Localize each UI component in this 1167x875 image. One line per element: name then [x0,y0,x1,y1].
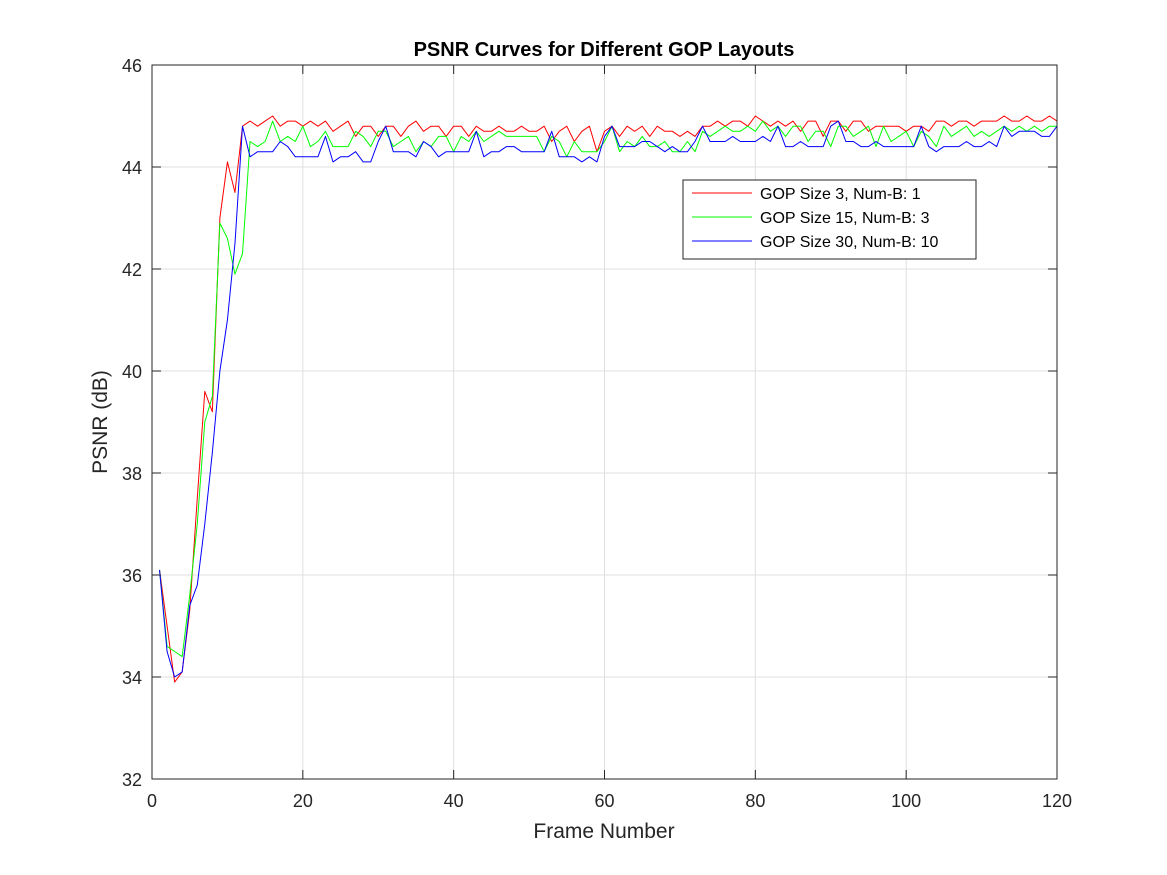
legend-label-1: GOP Size 3, Num-B: 1 [760,186,921,203]
y-axis-label: PSNR (dB) [89,370,112,474]
x-tick-label: 40 [444,791,464,811]
series-line-1 [159,115,1058,683]
legend-label-3: GOP Size 30, Num-B: 10 [760,234,939,251]
y-tick-label: 42 [122,260,142,280]
y-tick-label: 46 [122,56,142,76]
chart-title: PSNR Curves for Different GOP Layouts [414,39,795,61]
x-tick-label: 120 [1042,791,1072,811]
x-tick-label: 20 [293,791,313,811]
legend: GOP Size 3, Num-B: 1 GOP Size 15, Num-B: … [682,179,977,260]
x-axis: 0 20 40 60 80 100 120 [147,65,1072,811]
y-tick-label: 40 [122,362,142,382]
y-tick-label: 44 [122,158,142,178]
x-tick-label: 0 [147,791,157,811]
y-tick-label: 36 [122,566,142,586]
x-axis-label: Frame Number [533,820,674,843]
x-tick-label: 60 [594,791,614,811]
x-tick-label: 100 [891,791,921,811]
series-line-3 [159,120,1058,678]
y-axis: 32 34 36 38 40 42 44 46 [122,56,1057,790]
y-tick-label: 34 [122,668,142,688]
series-line-2 [159,120,1057,658]
x-tick-label: 80 [745,791,765,811]
y-tick-label: 32 [122,770,142,790]
legend-label-2: GOP Size 15, Num-B: 3 [760,210,930,227]
series-layer [159,115,1058,683]
y-tick-label: 38 [122,464,142,484]
